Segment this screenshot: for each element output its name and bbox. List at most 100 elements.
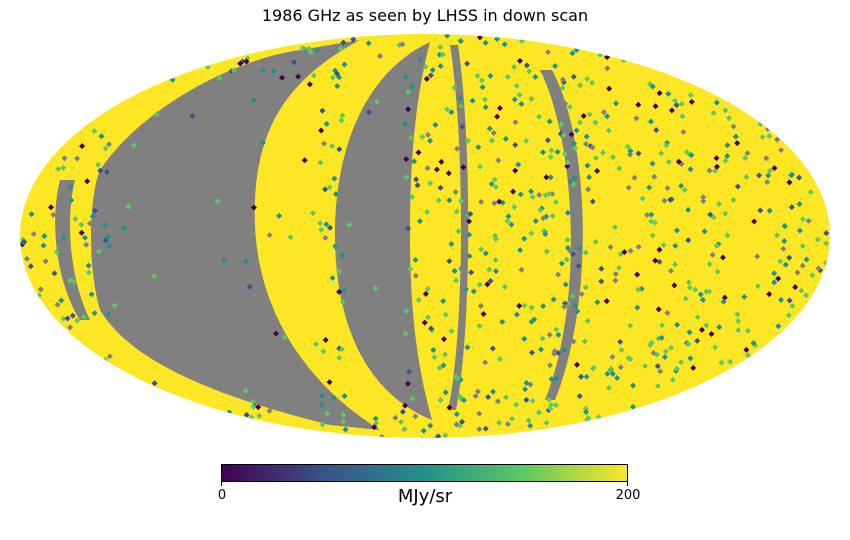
map-pixel [250, 204, 257, 211]
map-pixel [566, 103, 573, 110]
map-pixel [652, 103, 659, 110]
map-pixel [799, 262, 806, 269]
map-pixel [536, 192, 543, 199]
map-pixel [788, 171, 795, 178]
map-pixel [377, 53, 384, 60]
map-pixel [266, 232, 273, 239]
map-pixel [402, 402, 409, 409]
map-pixel [494, 36, 501, 43]
map-pixel [547, 154, 554, 161]
map-pixel [539, 335, 546, 342]
map-pixel [503, 394, 510, 401]
map-pixel [529, 397, 536, 404]
map-pixel [771, 279, 778, 286]
map-pixel [759, 133, 766, 140]
map-pixel [697, 291, 704, 298]
map-pixel [617, 364, 624, 371]
map-pixel [540, 215, 547, 222]
map-pixel [350, 36, 357, 43]
map-pixel [435, 433, 442, 438]
map-pixel [786, 254, 793, 261]
map-pixel [803, 292, 810, 299]
map-pixel [576, 245, 583, 252]
map-pixel [415, 149, 422, 156]
map-pixel [28, 211, 35, 218]
map-pixel [750, 340, 757, 347]
map-pixel [454, 145, 461, 152]
map-pixel [457, 95, 464, 102]
map-pixel [648, 339, 655, 346]
map-pixel [781, 238, 788, 245]
map-pixel [415, 297, 422, 304]
map-pixel [778, 147, 785, 154]
map-pixel [575, 262, 582, 269]
map-pixel [594, 167, 601, 174]
map-pixel [476, 426, 483, 433]
map-pixel [612, 270, 619, 277]
map-pixel [655, 306, 662, 313]
map-pixel [455, 228, 462, 235]
map-pixel [722, 107, 729, 114]
map-pixel [318, 226, 325, 233]
map-pixel [470, 288, 477, 295]
map-pixel [404, 380, 411, 387]
map-pixel [242, 387, 249, 394]
map-pixel [409, 194, 416, 201]
map-pixel [680, 128, 687, 135]
map-pixel [594, 299, 601, 306]
map-pixel [803, 256, 810, 263]
map-pixel [516, 302, 523, 309]
map-pixel [700, 194, 707, 201]
map-pixel [555, 331, 562, 338]
map-pixel [567, 248, 574, 255]
map-pixel [259, 139, 266, 146]
map-pixel [525, 417, 532, 424]
map-pixel [423, 75, 430, 82]
map-pixel [340, 411, 347, 418]
map-pixel [442, 389, 449, 396]
map-pixel [823, 230, 830, 237]
map-pixel [496, 419, 503, 426]
missing-region-left [91, 40, 380, 430]
map-pixel [690, 364, 697, 371]
map-pixel [427, 72, 434, 79]
map-pixel [778, 296, 785, 303]
map-pixel [555, 271, 562, 278]
map-pixel [429, 67, 436, 74]
map-pixel [374, 98, 381, 105]
map-pixel [331, 175, 338, 182]
map-pixel [754, 283, 761, 290]
map-pixel [558, 121, 565, 128]
map-pixel [653, 127, 660, 134]
map-pixel [652, 257, 659, 264]
map-pixel [474, 388, 481, 395]
map-pixel [570, 73, 577, 80]
map-pixel [727, 358, 734, 365]
map-pixel [319, 421, 326, 428]
map-pixel [496, 198, 503, 205]
map-pixel [572, 302, 579, 309]
map-pixel [667, 196, 674, 203]
map-pixel [561, 346, 568, 353]
map-pixel [496, 356, 503, 363]
map-pixel [459, 123, 466, 130]
map-pixel [336, 146, 343, 153]
map-pixel [58, 297, 65, 304]
map-pixel [488, 137, 495, 144]
map-pixel [492, 232, 499, 239]
map-pixel [660, 242, 667, 249]
map-pixel [446, 197, 453, 204]
map-pixel [546, 331, 553, 338]
map-pixel [678, 100, 685, 107]
map-pixel [584, 318, 591, 325]
map-pixel [346, 221, 353, 228]
map-pixel [502, 135, 509, 142]
map-pixel [508, 221, 515, 228]
map-pixel [50, 211, 57, 218]
map-pixel [581, 338, 588, 345]
map-pixel [436, 364, 443, 371]
map-pixel [399, 408, 406, 415]
map-pixel [106, 243, 113, 250]
map-pixel [37, 286, 44, 293]
map-pixel [809, 272, 816, 279]
